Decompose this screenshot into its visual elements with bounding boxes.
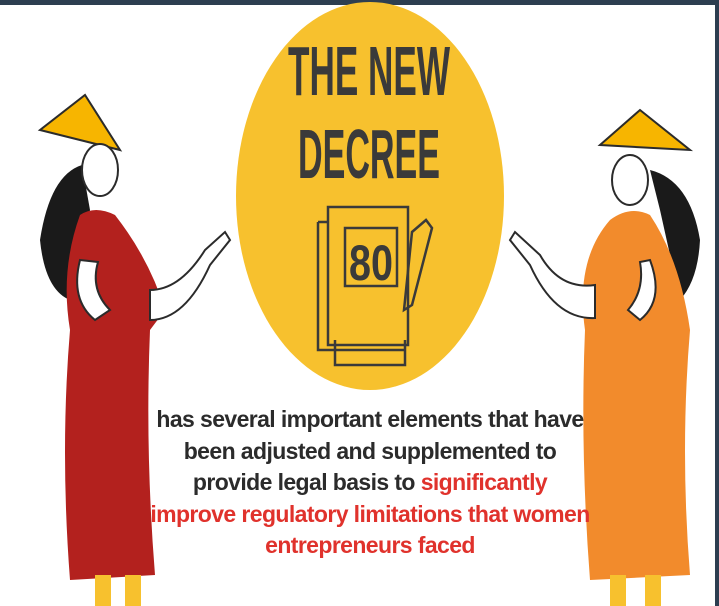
badge: 80: [349, 235, 393, 291]
right-border: [715, 0, 719, 606]
title-line2: DECREE: [298, 115, 440, 193]
page: {"title": {"line1": "THE NEW", "line2": …: [0, 0, 719, 606]
body-text: has several important elements that have…: [150, 404, 590, 562]
title-line1: THE NEW: [288, 32, 450, 110]
